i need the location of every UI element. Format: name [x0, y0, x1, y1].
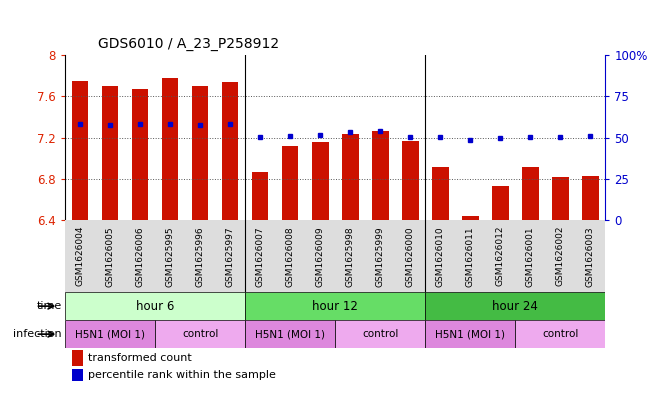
Bar: [192, 86, 208, 220]
Text: GSM1625995: GSM1625995: [165, 226, 174, 286]
Text: GSM1626008: GSM1626008: [286, 226, 295, 286]
Bar: [162, 78, 178, 220]
Text: GSM1625998: GSM1625998: [346, 226, 355, 286]
Bar: [282, 146, 299, 220]
Bar: [102, 86, 118, 220]
Text: GSM1626001: GSM1626001: [526, 226, 535, 286]
Bar: [335, 320, 425, 348]
Text: H5N1 (MOI 1): H5N1 (MOI 1): [255, 329, 326, 339]
Text: GSM1626009: GSM1626009: [316, 226, 325, 286]
Bar: [222, 82, 238, 220]
Bar: [65, 292, 245, 320]
Text: infection: infection: [13, 329, 62, 339]
Text: GSM1626012: GSM1626012: [496, 226, 505, 286]
Text: GSM1626007: GSM1626007: [256, 226, 265, 286]
Bar: [522, 167, 538, 220]
Bar: [492, 186, 508, 220]
Text: H5N1 (MOI 1): H5N1 (MOI 1): [436, 329, 505, 339]
Bar: [245, 292, 425, 320]
Bar: [462, 216, 478, 220]
Text: GSM1626011: GSM1626011: [466, 226, 475, 286]
Bar: [72, 81, 89, 220]
Text: hour 12: hour 12: [312, 299, 358, 313]
Bar: [425, 320, 516, 348]
Text: percentile rank within the sample: percentile rank within the sample: [88, 371, 276, 380]
Bar: [312, 142, 329, 220]
Text: GSM1625997: GSM1625997: [226, 226, 235, 286]
Text: GSM1626006: GSM1626006: [135, 226, 145, 286]
Bar: [132, 89, 148, 220]
Bar: [552, 177, 569, 220]
Bar: [432, 167, 449, 220]
Text: GSM1626002: GSM1626002: [556, 226, 565, 286]
Bar: [402, 141, 419, 220]
Text: H5N1 (MOI 1): H5N1 (MOI 1): [75, 329, 145, 339]
Text: control: control: [542, 329, 579, 339]
Text: hour 6: hour 6: [136, 299, 174, 313]
Text: transformed count: transformed count: [88, 353, 191, 363]
Bar: [245, 320, 335, 348]
Text: GDS6010 / A_23_P258912: GDS6010 / A_23_P258912: [98, 37, 279, 51]
Bar: [372, 131, 389, 220]
Text: GSM1625999: GSM1625999: [376, 226, 385, 286]
Bar: [582, 176, 599, 220]
Text: GSM1626004: GSM1626004: [76, 226, 85, 286]
Text: GSM1625996: GSM1625996: [196, 226, 204, 286]
Text: control: control: [182, 329, 218, 339]
Text: GSM1626010: GSM1626010: [436, 226, 445, 286]
Text: GSM1626005: GSM1626005: [105, 226, 115, 286]
Bar: [425, 292, 605, 320]
Bar: [516, 320, 605, 348]
Bar: [72, 369, 83, 381]
Text: GSM1626000: GSM1626000: [406, 226, 415, 286]
Text: hour 24: hour 24: [492, 299, 538, 313]
Bar: [252, 172, 268, 220]
Bar: [65, 320, 155, 348]
Bar: [155, 320, 245, 348]
Text: control: control: [362, 329, 398, 339]
Text: GSM1626003: GSM1626003: [586, 226, 595, 286]
Bar: [72, 350, 83, 365]
Text: time: time: [36, 301, 62, 311]
Bar: [342, 134, 359, 220]
